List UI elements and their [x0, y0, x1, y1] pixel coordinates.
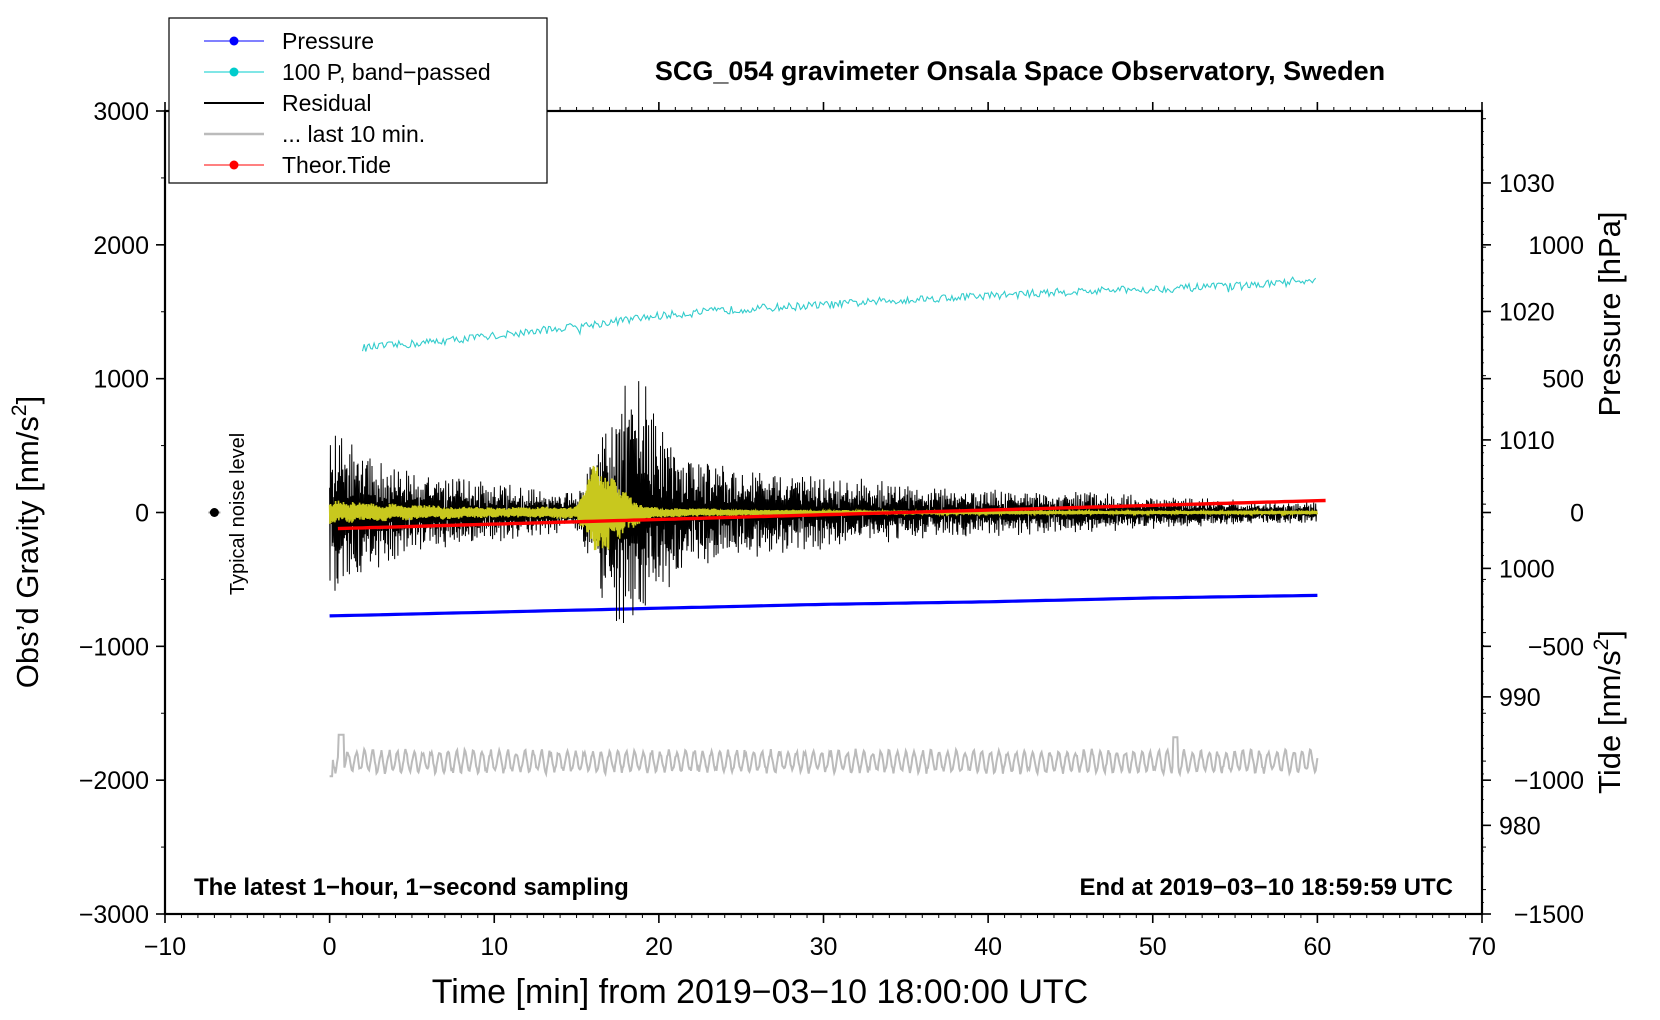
x-tick-label: 30 — [810, 933, 838, 961]
y-tick-label: −3000 — [79, 901, 149, 929]
series-pressure — [329, 593, 1318, 618]
tide-tick-label: −500 — [1528, 633, 1584, 661]
x-tick-label: −10 — [144, 933, 186, 961]
y-tick-label: 3000 — [93, 98, 149, 126]
x-axis: −10 0 10 20 30 40 50 60 70 — [144, 102, 1496, 961]
x-axis-label: Time [min] from 2019−03−10 18:00:00 UTC — [432, 973, 1088, 1011]
y-tick-label: −2000 — [79, 767, 149, 795]
y-axis-label-gravity-end: ] — [10, 396, 45, 405]
series-band-passed-pressure — [361, 276, 1317, 352]
y-axis-right: 980 990 1000 1010 1020 1030 −1500 −1000 −500 0 500… — [1482, 118, 1584, 929]
y-axis-label-gravity-sup: 2 — [8, 404, 31, 416]
legend-label: Pressure — [282, 28, 374, 54]
legend-label: Theor.Tide — [282, 152, 391, 178]
pressure-tick-label: 980 — [1499, 812, 1541, 840]
legend-marker — [229, 160, 239, 170]
legend-label: Residual — [282, 90, 372, 116]
y-axis-label-pressure: Pressure [hPa] — [1592, 211, 1627, 416]
x-tick-label: 0 — [323, 933, 337, 961]
tide-tick-label: 0 — [1570, 500, 1584, 528]
pressure-tick-label: 1030 — [1499, 170, 1555, 198]
y-tick-label: −1000 — [79, 633, 149, 661]
x-tick-label: 70 — [1468, 933, 1496, 961]
pressure-tick-label: 1020 — [1499, 298, 1555, 326]
chart-title: SCG_054 gravimeter Onsala Space Observat… — [655, 56, 1385, 86]
pressure-tick-label: 990 — [1499, 684, 1541, 712]
pressure-tick-label: 1010 — [1499, 427, 1555, 455]
tide-tick-label: −1000 — [1514, 767, 1584, 795]
y-axis-label-tide-text: Tide [nm/s — [1592, 650, 1627, 794]
noise-level-marker — [209, 508, 219, 517]
x-tick-label: 10 — [480, 933, 508, 961]
y-tick-label: 2000 — [93, 232, 149, 260]
legend-box — [168, 17, 548, 184]
annotation-sampling: The latest 1−hour, 1−second sampling — [194, 874, 629, 901]
pressure-tick-label: 1000 — [1499, 555, 1555, 583]
y-axis-label-tide-end: ] — [1592, 630, 1627, 639]
legend: Pressure 100 P, band−passed Residual ... la… — [168, 17, 548, 184]
y-tick-label: 1000 — [93, 366, 149, 394]
noise-level-label: Typical noise level — [227, 433, 249, 595]
y-axis-label-tide: Tide [nm/s2] — [1590, 630, 1627, 794]
series-theoretical-tide — [337, 498, 1326, 531]
x-tick-label: 50 — [1139, 933, 1167, 961]
x-tick-label: 20 — [645, 933, 673, 961]
annotation-end-time: End at 2019−03−10 18:59:59 UTC — [1079, 874, 1453, 901]
plot-area — [208, 276, 1326, 778]
y-axis-label-tide-sup: 2 — [1590, 639, 1613, 651]
y-axis-label-gravity-text: Obs’d Gravity [nm/s — [10, 416, 45, 688]
y-tick-label: 0 — [135, 500, 149, 528]
series-residual — [329, 381, 1318, 624]
y-axis-gravity: −3000 −2000 −1000 0 1000 2000 3000 — [79, 98, 165, 929]
y-axis-label-gravity: Obs’d Gravity [nm/s2] — [8, 396, 45, 689]
legend-marker — [229, 67, 239, 77]
series-last-10-min — [329, 733, 1319, 778]
x-tick-label: 40 — [974, 933, 1002, 961]
tide-tick-label: −1500 — [1514, 901, 1584, 929]
x-tick-label: 60 — [1303, 933, 1331, 961]
legend-label: 100 P, band−passed — [282, 59, 491, 85]
tide-tick-label: 1000 — [1528, 232, 1584, 260]
legend-label: ... last 10 min. — [282, 121, 425, 147]
tide-tick-label: 500 — [1542, 366, 1584, 394]
legend-marker — [229, 36, 239, 46]
